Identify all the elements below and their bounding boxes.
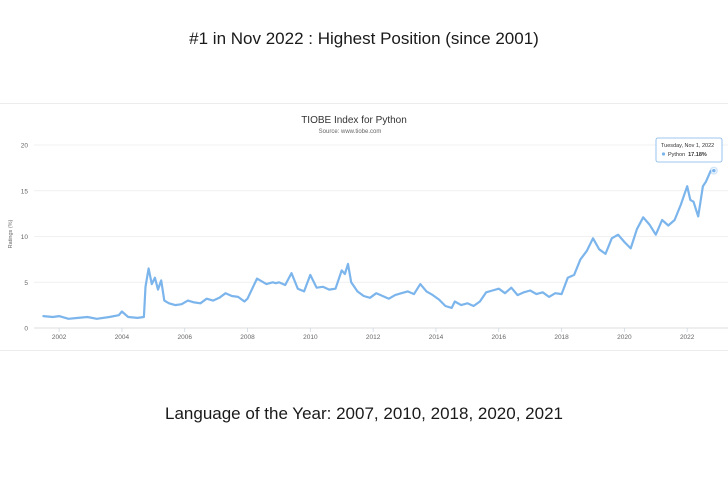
x-tick-label: 2006 [177, 334, 192, 341]
tooltip-series-name: Python [668, 152, 685, 158]
x-axis: 2002 2004 2006 2008 2010 2012 2014 2016 2018 2020… [52, 328, 695, 341]
tooltip-series-line: Python 17.18% [668, 152, 707, 158]
y-tick-label: 20 [21, 143, 29, 150]
x-tick-label: 2020 [617, 334, 632, 341]
x-tick-label: 2002 [52, 334, 67, 341]
y-tick-label: 15 [21, 188, 29, 195]
tooltip-box [655, 137, 723, 163]
series-layer [42, 166, 718, 320]
x-tick-label: 2016 [492, 334, 507, 341]
x-tick-label: 2004 [115, 334, 130, 341]
x-tick-label: 2012 [366, 334, 381, 341]
chart-title: TIOBE Index for Python [301, 115, 407, 126]
chart-subtitle: Source: www.tiobe.com [319, 129, 382, 135]
x-tick-label: 2014 [429, 334, 444, 341]
tiobe-line-chart: 2002 2004 2006 2008 2010 2012 2014 2016 2018 2020… [8, 115, 728, 341]
tooltip-series-dot [661, 152, 666, 156]
tooltip-value: 17.18% [688, 152, 707, 158]
y-axis: 0 5 10 15 20 [21, 143, 29, 333]
tooltip-date: Tuesday, Nov 1, 2022 [661, 143, 714, 149]
y-axis-title: Ratings (%) [8, 219, 14, 248]
chart-panel: 2002 2004 2006 2008 2010 2012 2014 2016 2018 2020… [0, 103, 728, 351]
y-tick-label: 5 [24, 280, 28, 287]
series-line-python [42, 169, 715, 320]
tooltip: Tuesday, Nov 1, 2022 Python 17.18% [655, 137, 723, 163]
x-tick-label: 2018 [554, 334, 569, 341]
x-tick-label: 2022 [680, 334, 695, 341]
y-tick-label: 0 [24, 326, 28, 333]
chart-grid [34, 144, 728, 329]
headline-bottom: Language of the Year: 2007, 2010, 2018, … [165, 404, 563, 423]
x-tick-label: 2008 [240, 334, 255, 341]
y-tick-label: 10 [21, 234, 29, 241]
headline-top: #1 in Nov 2022 : Highest Position (since… [189, 29, 539, 48]
x-tick-label: 2010 [303, 334, 318, 341]
highlight-point [711, 168, 717, 174]
